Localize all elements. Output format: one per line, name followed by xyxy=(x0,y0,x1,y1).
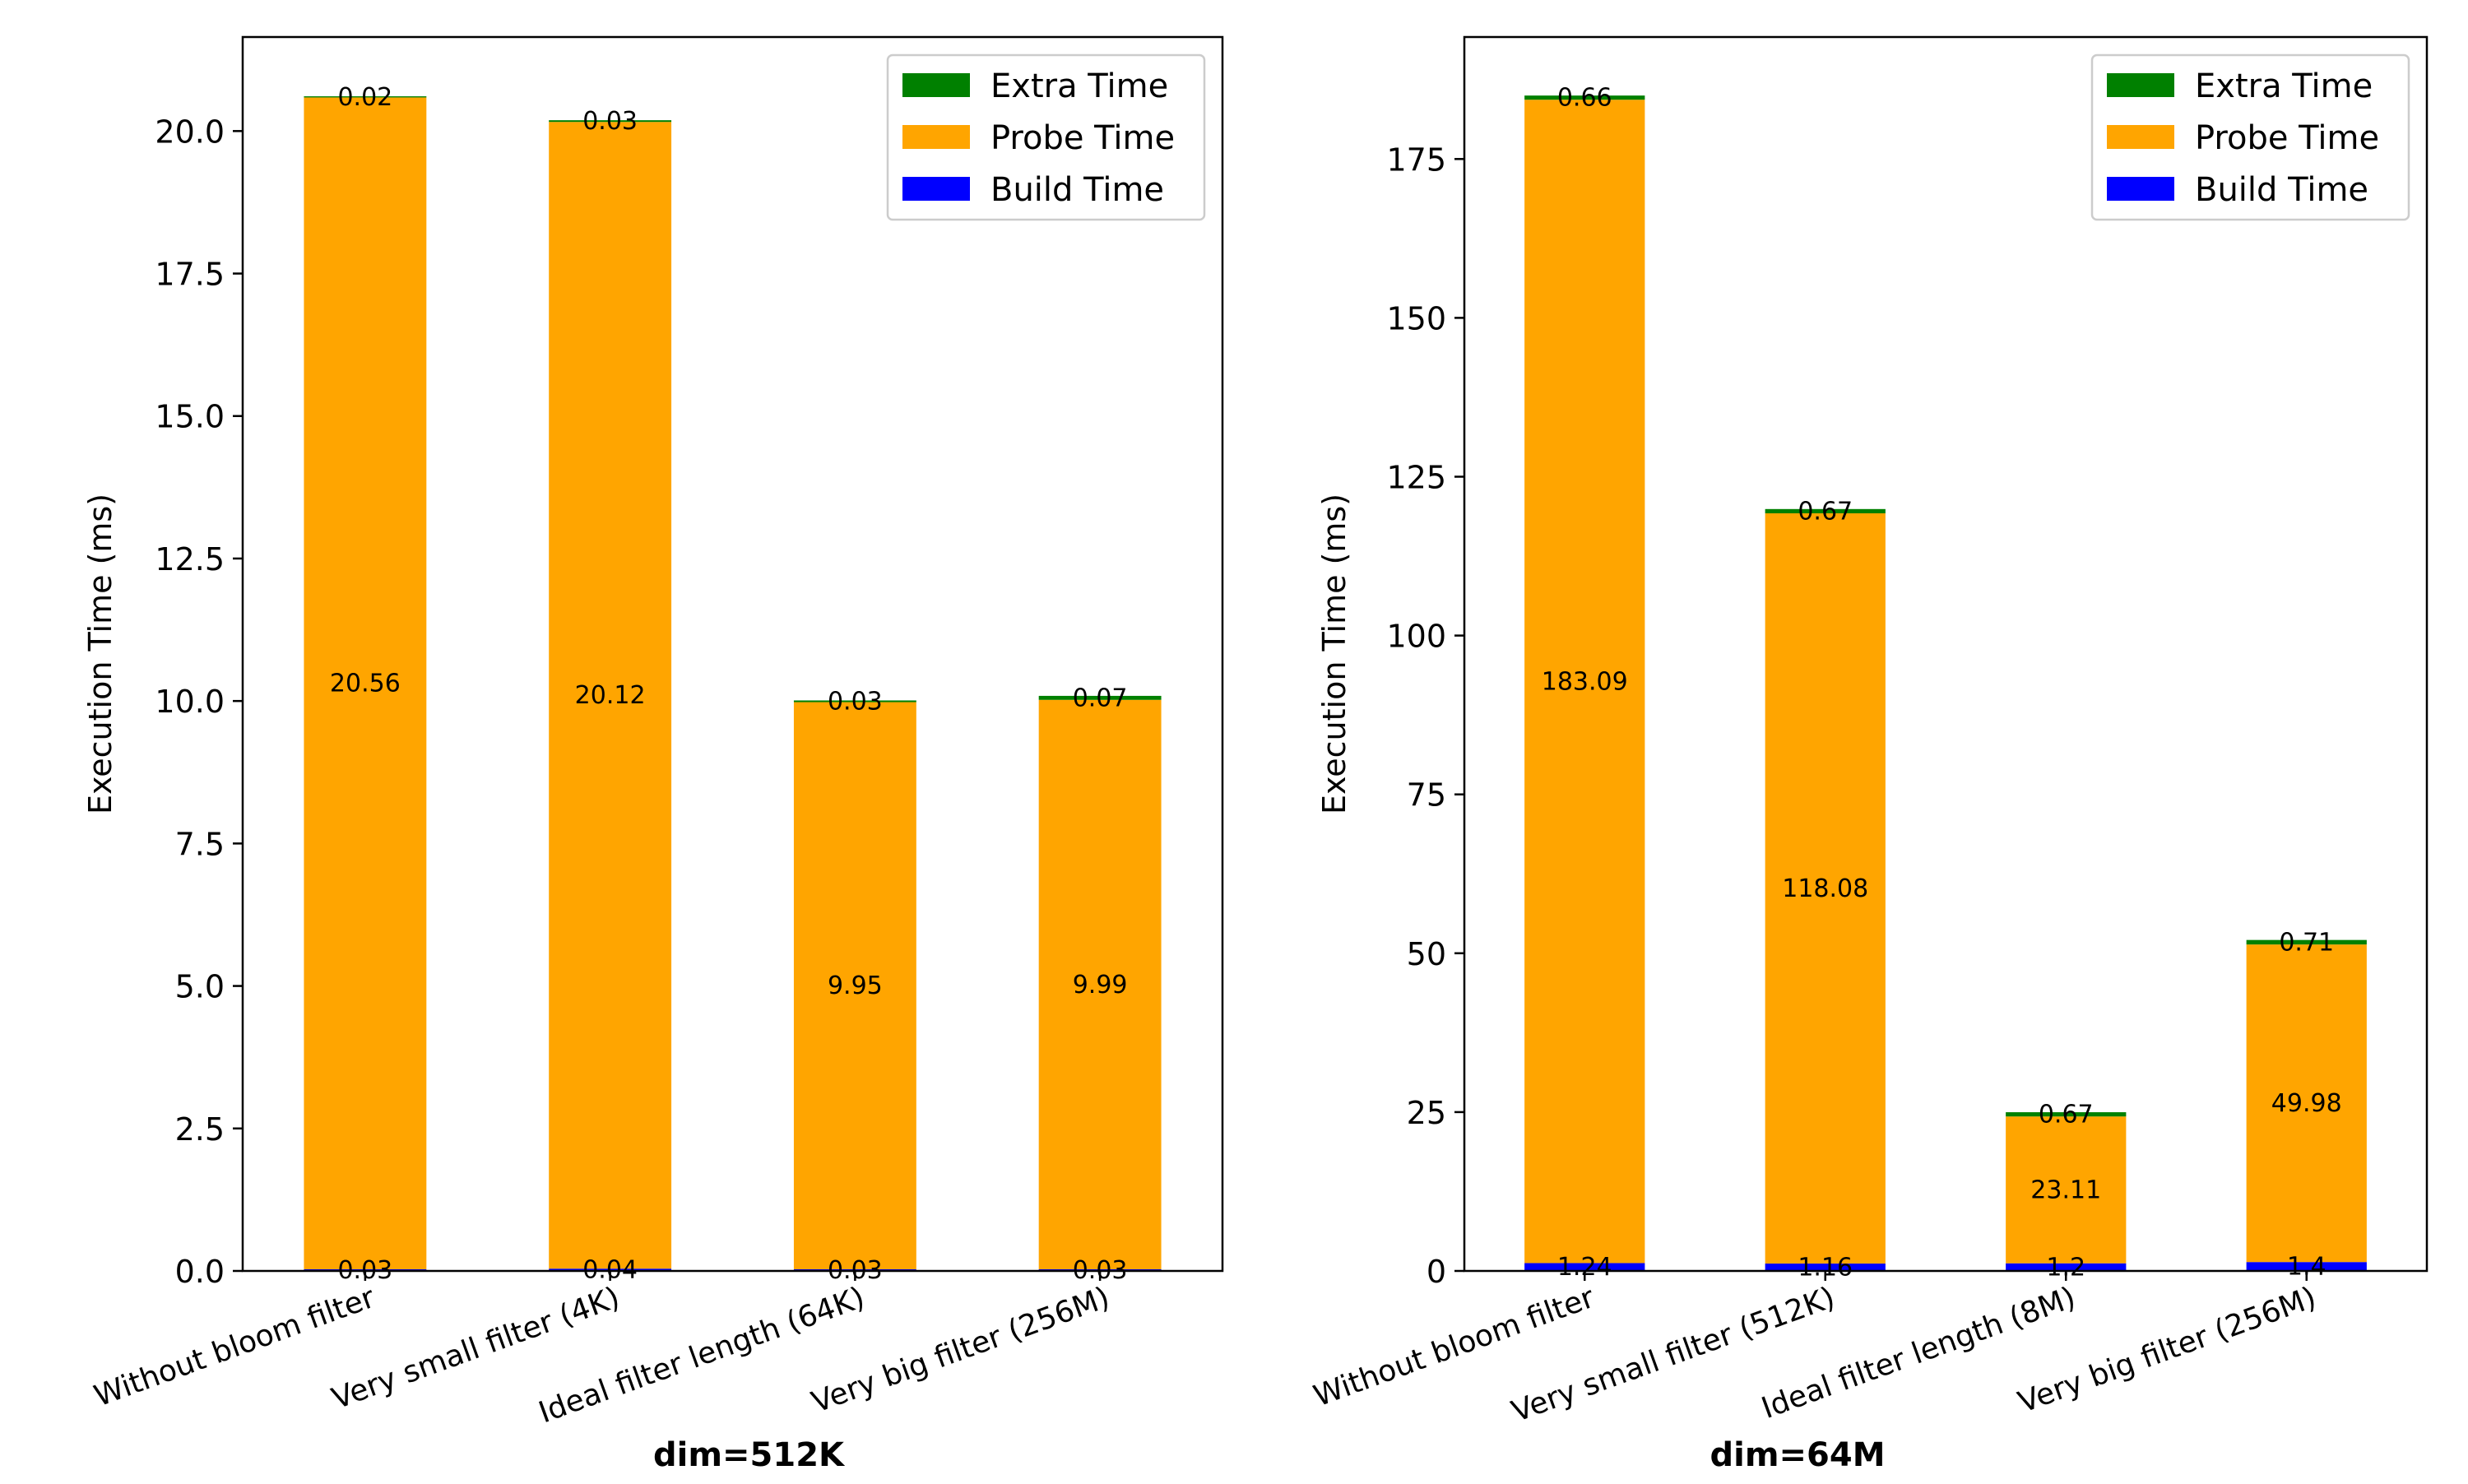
bar-extra-time-3 xyxy=(2006,1112,2127,1117)
data-label: 9.99 xyxy=(1073,971,1128,999)
data-label: 0.67 xyxy=(1798,497,1853,526)
bar-extra-time-4 xyxy=(2246,939,2367,945)
legend-label: Probe Time xyxy=(990,119,1175,157)
y-axis-label: Execution Time (ms) xyxy=(1316,494,1352,814)
data-label: 20.56 xyxy=(330,670,401,698)
data-label: 118.08 xyxy=(1782,874,1868,903)
plot-frame xyxy=(241,35,1224,1273)
data-label: 0.07 xyxy=(1073,684,1128,712)
bar-build-time-3 xyxy=(2006,1263,2127,1271)
legend-swatch xyxy=(2107,125,2174,149)
y-tick-label: 125 xyxy=(1386,460,1446,496)
bar-probe-time-2 xyxy=(1765,512,1886,1264)
y-tick-label: 2.5 xyxy=(175,1111,225,1148)
bar-extra-time-2 xyxy=(1765,508,1886,513)
bar-extra-time-1 xyxy=(1524,95,1645,100)
y-tick-label: 12.5 xyxy=(155,541,225,577)
y-tick-label: 75 xyxy=(1407,777,1446,814)
chart-panel-2: 1.24183.090.661.16118.080.671.223.110.67… xyxy=(1310,35,2429,1474)
bar-probe-time-4 xyxy=(1038,699,1162,1269)
bar-probe-time-1 xyxy=(1524,100,1645,1264)
y-tick-label: 0 xyxy=(1427,1254,1446,1290)
legend-swatch xyxy=(2107,177,2174,201)
bar-build-time-2 xyxy=(549,1268,672,1271)
bar-extra-time-1 xyxy=(304,96,427,98)
panel-title: dim=64M xyxy=(1710,1436,1885,1474)
legend-label: Extra Time xyxy=(2195,67,2373,105)
y-tick-label: 50 xyxy=(1407,936,1446,972)
legend-swatch xyxy=(902,73,970,97)
y-tick-label: 15.0 xyxy=(155,399,225,435)
legend-swatch xyxy=(902,177,970,201)
bar-extra-time-4 xyxy=(1038,695,1162,700)
legend-label: Build Time xyxy=(2195,171,2368,209)
y-tick-label: 10.0 xyxy=(155,684,225,720)
bar-probe-time-3 xyxy=(793,702,916,1269)
y-tick-label: 100 xyxy=(1386,619,1446,655)
data-label: 0.03 xyxy=(828,688,883,716)
y-tick-label: 17.5 xyxy=(155,257,225,293)
y-tick-label: 175 xyxy=(1386,141,1446,178)
data-label: 0.71 xyxy=(2279,928,2334,957)
data-label: 0.03 xyxy=(582,107,638,136)
bar-build-time-4 xyxy=(2246,1262,2367,1271)
bar-build-time-2 xyxy=(1765,1264,1886,1271)
legend-label: Extra Time xyxy=(990,67,1168,105)
data-label: 9.95 xyxy=(828,972,883,1000)
bar-probe-time-1 xyxy=(304,97,427,1269)
data-label: 183.09 xyxy=(1542,667,1628,696)
bar-probe-time-3 xyxy=(2006,1116,2127,1264)
legend-swatch xyxy=(902,125,970,149)
bar-extra-time-3 xyxy=(793,700,916,703)
legend-label: Probe Time xyxy=(2195,119,2379,157)
data-label: 20.12 xyxy=(575,681,646,710)
data-label: 23.11 xyxy=(2030,1176,2101,1204)
bar-extra-time-2 xyxy=(549,120,672,123)
chart-panel-1: 0.0320.560.020.0420.120.030.039.950.030.… xyxy=(82,35,1224,1474)
legend-label: Build Time xyxy=(990,171,1164,209)
data-label: 49.98 xyxy=(2271,1089,2342,1118)
y-tick-label: 7.5 xyxy=(175,826,225,862)
y-tick-label: 150 xyxy=(1386,300,1446,336)
bar-probe-time-4 xyxy=(2246,944,2367,1263)
y-tick-label: 25 xyxy=(1407,1095,1446,1131)
data-label: 0.67 xyxy=(2039,1101,2094,1129)
bar-build-time-1 xyxy=(1524,1263,1645,1271)
bar-probe-time-2 xyxy=(549,122,672,1269)
y-tick-label: 0.0 xyxy=(175,1254,225,1290)
plot-frame xyxy=(1463,35,2429,1273)
data-label: 0.02 xyxy=(337,83,392,112)
data-label: 0.66 xyxy=(1557,84,1612,113)
panel-title: dim=512K xyxy=(653,1436,846,1474)
y-tick-label: 20.0 xyxy=(155,114,225,150)
y-tick-label: 5.0 xyxy=(175,969,225,1005)
legend-swatch xyxy=(2107,73,2174,97)
y-axis-label: Execution Time (ms) xyxy=(82,494,118,814)
